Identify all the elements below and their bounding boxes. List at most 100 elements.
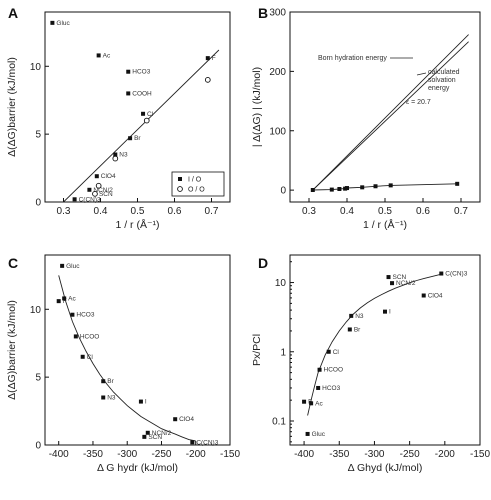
point-label: Cl xyxy=(87,354,94,361)
data-point xyxy=(439,271,444,276)
point-label: Gluc xyxy=(66,263,80,270)
panel-a: A 0.3 0.4 0.5 0.6 0.7 0 5 10 1 / r (Å⁻¹) Δ(ΔG)barr… xyxy=(6,5,231,231)
fit-curve-group xyxy=(58,275,196,442)
data-point xyxy=(360,185,365,190)
x-tick-label: -250 xyxy=(400,449,420,460)
x-tick-label: 0.6 xyxy=(168,206,182,217)
data-point xyxy=(94,174,99,179)
x-tick-label: -300 xyxy=(364,449,384,460)
data-point xyxy=(329,187,334,192)
data-point xyxy=(138,399,143,404)
plot-frame xyxy=(289,11,481,203)
y-tick-label: 0 xyxy=(35,441,41,452)
point-label: N3 xyxy=(355,313,364,320)
data-point xyxy=(388,183,393,188)
point-label: COOH xyxy=(132,90,152,97)
data-point xyxy=(128,136,133,141)
y-tick-label: 0.1 xyxy=(272,416,286,427)
data-point xyxy=(345,186,349,191)
point-label: F xyxy=(63,298,67,305)
x-tick-label: 0.7 xyxy=(454,206,468,217)
annotation-epsilon: ε = 20.7 xyxy=(406,99,431,106)
x-tick-label: 0.4 xyxy=(340,206,354,217)
point-label: SCN xyxy=(99,191,113,198)
legend-marker-open xyxy=(177,186,183,192)
legend-item: O / O xyxy=(188,187,205,194)
panel-c: C -400 -350 -300 -250 -200 -150 0 5 10 Δ G hydr (k… xyxy=(6,254,240,474)
x-tick-label: -200 xyxy=(186,449,206,460)
point-label: Cl xyxy=(147,111,154,118)
annotation-born: Born hydration energy xyxy=(318,55,387,62)
annotation-calculated: calculated solvation energy xyxy=(428,69,460,92)
x-tick-label: -350 xyxy=(83,449,103,460)
x-tick-label: -150 xyxy=(470,449,490,460)
legend: I / O O / O xyxy=(171,171,225,197)
panel-label: B xyxy=(258,5,268,21)
data-point xyxy=(142,434,147,439)
y-tick-label: 300 xyxy=(269,8,286,19)
fit-curve xyxy=(307,273,442,416)
x-tick-label: 0.3 xyxy=(57,206,71,217)
lines-group xyxy=(312,34,469,191)
point-label: I xyxy=(145,399,147,406)
experimental-line xyxy=(312,183,458,191)
y-tick-label: 5 xyxy=(35,130,41,141)
data-point xyxy=(73,334,78,339)
fit-curve-group xyxy=(307,273,442,416)
data-point xyxy=(386,275,391,280)
y-tick-label: 1 xyxy=(280,347,286,358)
point-label: NCN/2 xyxy=(93,187,113,194)
data-point-open xyxy=(92,191,98,197)
x-tick-label: 0.3 xyxy=(302,206,316,217)
point-label: SCN xyxy=(148,434,162,441)
x-tick-label: 0.5 xyxy=(378,206,392,217)
point-label: Ac xyxy=(315,400,323,407)
point-label: HCO3 xyxy=(76,312,94,319)
data-point xyxy=(145,430,150,435)
x-axis-label: Δ G hydr (kJ/mol) xyxy=(97,462,178,474)
point-label: C(CN)3 xyxy=(196,439,218,446)
data-point xyxy=(316,385,321,390)
y-axis-label: | Δ(ΔG) | (kJ/mol) xyxy=(251,67,263,147)
x-axis-label: 1 / r (Å⁻¹) xyxy=(363,218,407,231)
data-point xyxy=(302,399,307,404)
data-point xyxy=(455,181,460,186)
data-point xyxy=(373,184,378,189)
x-tick-label: -250 xyxy=(151,449,171,460)
data-point xyxy=(390,281,395,286)
x-tick-label: 0.4 xyxy=(94,206,108,217)
panel-d: D -400 -350 -300 -250 -200 -150 0.1 1 10 Δ Ghyd (k… xyxy=(251,254,490,474)
point-label: Ac xyxy=(68,295,76,302)
point-label: NCN/2 xyxy=(396,280,416,287)
data-point xyxy=(309,401,314,406)
series-line-calculated xyxy=(312,41,469,191)
point-label: C(CN)3 xyxy=(445,271,467,278)
x-tick-label: -300 xyxy=(117,449,137,460)
point-label: NCN/2 xyxy=(152,430,172,437)
x-tick-label: -400 xyxy=(294,449,314,460)
point-label: Ac xyxy=(103,52,111,59)
data-point xyxy=(113,152,118,157)
point-label: Cl xyxy=(333,349,340,356)
fit-line xyxy=(63,49,220,202)
data-point xyxy=(60,263,65,268)
y-tick-label: 10 xyxy=(30,305,42,316)
panel-label: C xyxy=(8,255,18,271)
panel-label: D xyxy=(258,255,268,271)
panel-b: B 0.3 0.4 0.5 0.6 0.7 0 100 200 300 1 / r (Å⁻¹) | Δ… xyxy=(251,5,481,231)
data-point xyxy=(101,395,106,400)
data-point xyxy=(347,327,352,332)
fit-curve xyxy=(58,275,196,442)
data-point xyxy=(326,349,331,354)
y-tick-label: 200 xyxy=(269,67,286,78)
point-label: Gluc xyxy=(312,431,326,438)
fit-line-group xyxy=(63,49,220,202)
point-label: C(CN)3 xyxy=(79,196,101,203)
data-point xyxy=(305,431,310,436)
x-tick-label: -200 xyxy=(435,449,455,460)
data-point xyxy=(337,186,342,191)
y-tick-label: 100 xyxy=(269,126,286,137)
point-label: HCOO xyxy=(80,333,100,340)
y-axis-label: Δ(ΔG)barrier (kJ/mol) xyxy=(6,57,18,157)
